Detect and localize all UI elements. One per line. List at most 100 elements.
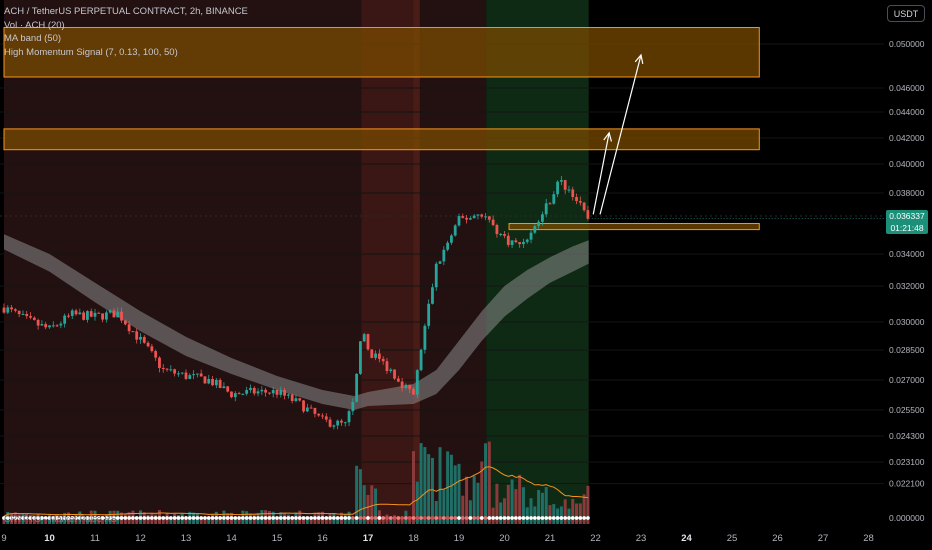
volume-bar <box>521 487 525 524</box>
volume-bar <box>575 503 579 524</box>
pulse-dot <box>112 516 116 520</box>
volume-bar <box>362 485 366 524</box>
pulse-dot <box>309 516 314 520</box>
pulse-dot <box>187 516 192 520</box>
footer-indicator-label[interactable]: CRYPTO - Market Pulse RS <box>4 514 117 524</box>
candle-body <box>25 313 29 317</box>
pulse-dot <box>252 516 257 520</box>
pulse-dot <box>578 516 583 520</box>
pulse-dot <box>28 516 33 520</box>
pulse-dot <box>536 516 541 520</box>
pulse-dot <box>305 516 310 520</box>
y-tick-label: 0.022100 <box>889 479 925 489</box>
volume-bar <box>82 517 86 524</box>
volume-bar <box>101 516 105 524</box>
volume-bar <box>374 488 378 524</box>
pulse-dot <box>275 516 279 520</box>
candle-body <box>120 311 123 321</box>
pulse-dot <box>259 516 264 520</box>
candle-body <box>245 390 249 394</box>
volume-bar <box>487 441 491 524</box>
pulse-dot <box>362 516 367 520</box>
candle-body <box>567 189 571 191</box>
candles <box>2 175 590 430</box>
x-tick-label: 18 <box>408 533 419 544</box>
candle-body <box>233 393 237 398</box>
currency-button[interactable]: USDT <box>887 5 925 22</box>
legend-title[interactable]: ACH / TetherUS PERPETUAL CONTRACT, 2h, B… <box>4 6 248 17</box>
candle-body <box>442 249 446 262</box>
legend-volume[interactable]: Vol · ACH (20) <box>4 19 65 31</box>
pulse-dot <box>313 516 317 520</box>
pulse-dot <box>199 516 204 520</box>
volume-bar <box>563 499 567 524</box>
y-axis[interactable]: 0.050000 0.046000 0.044000 0.042000 0.040000… <box>889 39 925 523</box>
pulse-dot <box>21 516 25 520</box>
x-tick-label: 26 <box>772 533 783 544</box>
pulse-dot <box>460 516 465 520</box>
pulse-dot <box>233 516 238 520</box>
pulse-dot <box>93 516 97 520</box>
candle-body <box>48 325 51 328</box>
pulse-dot <box>491 516 496 520</box>
volume-bar <box>135 517 139 524</box>
pulse-dot <box>483 516 488 520</box>
volume-bar <box>503 498 506 524</box>
candle-body <box>476 214 480 216</box>
candle-body <box>78 312 82 315</box>
candle-body <box>487 216 491 220</box>
pulse-dot <box>9 516 14 520</box>
candle-body <box>366 334 370 350</box>
pulse-dot <box>222 516 226 520</box>
pulse-dot <box>400 516 405 520</box>
pulse-dot <box>574 516 579 520</box>
y-tick-label: 0.023100 <box>889 457 925 467</box>
pulse-dot <box>495 516 499 520</box>
pulse-dot <box>157 516 162 520</box>
candle-body <box>40 324 44 326</box>
candle-body <box>55 325 59 327</box>
legend-ma-band[interactable]: MA band (50) <box>4 33 62 44</box>
pulse-dot <box>127 516 132 520</box>
pulse-dot <box>191 516 196 520</box>
pulse-dot <box>532 516 537 520</box>
volume-bar <box>484 443 488 524</box>
volume-bar <box>366 494 370 524</box>
y-tick-label: 0.025500 <box>889 405 925 415</box>
volume-bar <box>415 481 419 524</box>
pulse-dot <box>2 516 6 520</box>
candle-body <box>51 325 55 327</box>
pulse-dot <box>51 516 56 520</box>
candle-body <box>582 202 586 211</box>
pulse-dot <box>411 516 416 520</box>
volume-bar <box>302 517 306 524</box>
legend-momentum-signal[interactable]: High Momentum Signal (7, 0.13, 100, 50) <box>4 46 178 58</box>
pulse-dot <box>407 516 412 520</box>
x-tick-label: 28 <box>863 533 874 544</box>
candle-body <box>142 336 146 343</box>
candle-body <box>529 232 533 240</box>
candle-body <box>146 342 150 347</box>
volume-bar <box>537 489 541 524</box>
volume-bar <box>389 517 393 524</box>
volume-bar <box>97 516 101 524</box>
volume-bar <box>529 498 533 524</box>
volume-bar <box>309 517 313 524</box>
pulse-dot <box>180 516 185 520</box>
pulse-dot <box>472 516 477 520</box>
pulse-dot <box>62 516 67 520</box>
pulse-dot <box>457 516 461 520</box>
pulse-dot <box>58 516 63 520</box>
candle-body <box>184 372 188 379</box>
candle-body <box>112 310 116 318</box>
candle-body <box>355 373 359 402</box>
volume-bar <box>533 506 537 524</box>
pulse-dot <box>540 516 545 520</box>
candle-body <box>180 372 184 374</box>
pulse-dot <box>74 516 78 520</box>
chart-legend: ACH / TetherUS PERPETUAL CONTRACT, 2h, B… <box>4 5 248 59</box>
x-tick-label: 14 <box>226 533 237 544</box>
x-axis[interactable]: 9 10 11 12 13 14 15 16 17 18 19 20 21 22 23 24 25 26 27 28 <box>1 533 873 544</box>
candle-body <box>465 217 468 220</box>
